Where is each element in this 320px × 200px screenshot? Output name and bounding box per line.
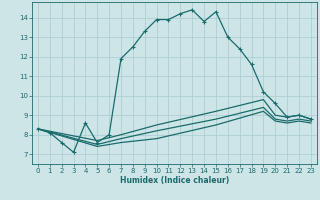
X-axis label: Humidex (Indice chaleur): Humidex (Indice chaleur) bbox=[120, 176, 229, 185]
